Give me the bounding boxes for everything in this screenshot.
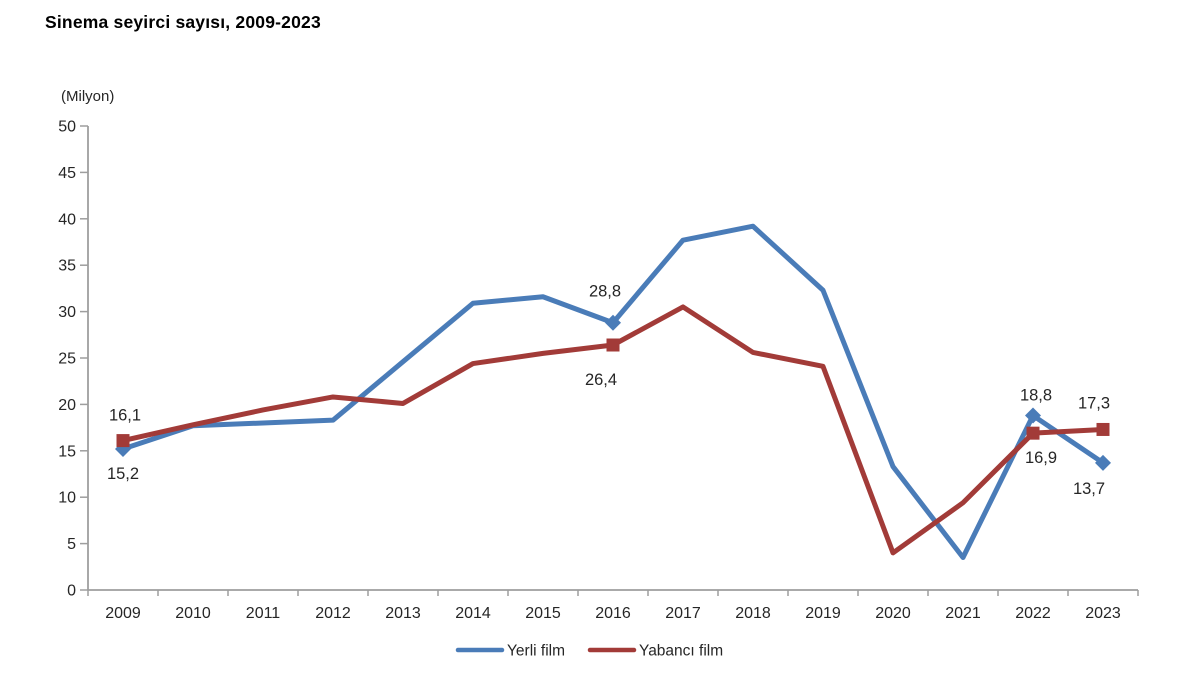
square-marker-yabanci-film (1096, 422, 1110, 436)
diamond-marker-yerli-film (605, 314, 621, 331)
x-tick-label: 2012 (315, 605, 351, 622)
y-tick-label: 5 (67, 536, 76, 553)
legend-label-yerli-film: Yerli film (507, 643, 565, 660)
legend: Yerli film Yabancı film (455, 643, 723, 660)
x-tick-label: 2021 (945, 605, 981, 622)
y-tick-label: 0 (67, 583, 76, 600)
x-tick-label: 2015 (525, 605, 561, 622)
x-tick-label: 2016 (595, 605, 631, 622)
x-tick-label: 2014 (455, 605, 491, 622)
square-marker-yabanci-film (116, 434, 130, 448)
data-label: 28,8 (589, 283, 621, 301)
y-tick-label: 40 (58, 211, 76, 228)
y-tick-label: 10 (58, 490, 76, 507)
diamond-marker-yerli-film (1095, 454, 1111, 471)
x-tick-label: 2017 (665, 605, 701, 622)
y-tick-label: 35 (58, 258, 76, 275)
data-label: 16,1 (109, 407, 141, 425)
data-label: 16,9 (1025, 449, 1057, 467)
y-tick-label: 15 (58, 443, 76, 460)
y-tick-label: 30 (58, 304, 76, 321)
y-tick-label: 50 (58, 119, 76, 136)
x-tick-label: 2013 (385, 605, 421, 622)
series-lines (120, 223, 1106, 561)
x-tick-label: 2009 (105, 605, 141, 622)
x-tick-label: 2018 (735, 605, 771, 622)
legend-item-yabanci-film[interactable]: Yabancı film (587, 643, 723, 660)
diamond-marker-yerli-film (1025, 407, 1041, 424)
data-label: 18,8 (1020, 387, 1052, 405)
x-tick-label: 2010 (175, 605, 211, 622)
square-marker-yabanci-film (1026, 426, 1040, 440)
x-tick-label: 2019 (805, 605, 841, 622)
legend-item-yerli-film[interactable]: Yerli film (455, 643, 565, 660)
point-markers-and-labels: 15,2 28,8 18,8 13,7 16,1 26,4 16,9 17,3 (107, 283, 1111, 498)
y-tick-label: 25 (58, 351, 76, 368)
legend-label-yabanci-film: Yabancı film (639, 643, 723, 660)
x-tick-label: 2022 (1015, 605, 1051, 622)
x-tick-label: 2023 (1085, 605, 1121, 622)
y-axis-unit-label: (Milyon) (61, 88, 115, 105)
chart-title: Sinema seyirci sayısı, 2009-2023 (45, 12, 321, 32)
data-label: 13,7 (1073, 480, 1105, 498)
x-tick-label: 2011 (246, 605, 281, 622)
y-tick-label: 45 (58, 165, 76, 182)
square-marker-yabanci-film (606, 338, 620, 352)
data-label: 17,3 (1078, 394, 1110, 412)
y-tick-label: 20 (58, 397, 76, 414)
x-tick-label: 2020 (875, 605, 911, 622)
axes: 0 5 10 15 20 25 30 35 40 45 50 2009 2010 2011 2012 2013… (58, 119, 1139, 622)
data-label: 15,2 (107, 465, 139, 483)
data-label: 26,4 (585, 371, 617, 389)
